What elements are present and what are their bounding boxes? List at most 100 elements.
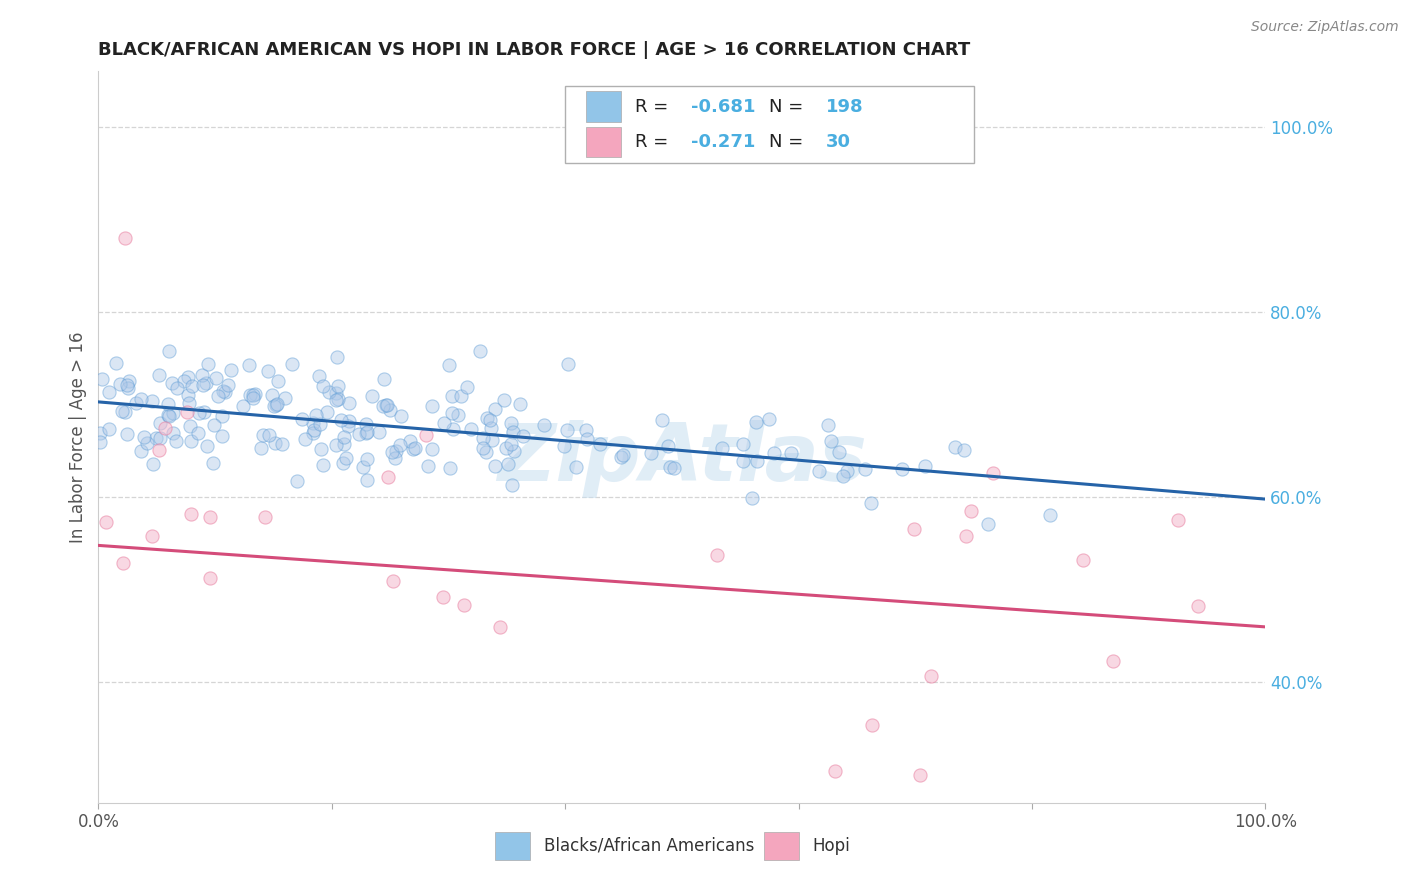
Text: Blacks/African Americans: Blacks/African Americans [544,837,755,855]
Point [779,445,801,459]
Point [263,435,285,450]
Point [290,412,312,426]
Point [1101,653,1123,667]
Point [356,473,378,487]
Point [200,571,222,585]
Point [391,409,413,423]
Point [920,669,942,683]
Point [325,385,347,400]
Point [315,405,337,419]
Point [955,529,977,543]
Point [498,457,520,471]
Point [91,372,114,386]
Point [640,446,662,460]
Point [612,448,634,462]
Point [176,404,198,418]
Point [98,422,121,436]
Point [304,408,326,422]
Point [312,378,335,392]
Point [472,441,495,455]
Point [468,344,491,359]
Point [264,398,287,412]
Point [325,392,347,407]
Point [733,454,755,468]
Point [808,464,831,478]
Point [441,422,464,436]
Point [335,450,357,465]
Point [472,432,495,446]
Point [662,461,685,475]
Point [332,456,354,470]
Point [148,416,170,430]
Point [450,389,472,403]
Point [758,412,780,426]
Point [710,441,733,455]
Point [817,417,839,432]
Point [731,437,754,451]
Text: 30: 30 [825,133,851,151]
Point [373,372,395,386]
Point [118,374,141,388]
Point [302,423,325,437]
Point [156,408,179,422]
Point [453,598,475,612]
Point [187,426,209,441]
Point [432,590,454,604]
Point [384,451,406,466]
Point [1071,553,1094,567]
Text: R =: R = [636,98,675,116]
Point [828,445,851,459]
Point [484,459,506,474]
Point [533,417,555,432]
Text: Source: ZipAtlas.com: Source: ZipAtlas.com [1251,20,1399,34]
Point [488,620,510,634]
Point [495,441,517,455]
Point [202,417,225,432]
Text: N =: N = [769,133,810,151]
Point [219,362,242,376]
Point [501,477,523,491]
Point [191,378,214,392]
Point [141,528,163,542]
Point [447,409,470,423]
Point [610,450,633,465]
Point [114,405,136,419]
Point [238,359,260,373]
Point [301,426,323,441]
Point [420,442,443,456]
Point [398,434,420,449]
Point [149,430,172,444]
Point [981,466,1004,480]
FancyBboxPatch shape [763,832,799,860]
Point [859,495,882,509]
Point [377,470,399,484]
Point [97,384,120,399]
Point [256,363,278,377]
Point [416,458,439,473]
Point [575,423,598,437]
Point [294,432,316,446]
Point [1187,599,1209,613]
Point [501,437,523,451]
Point [89,434,111,449]
Point [280,358,302,372]
Point [588,436,610,450]
Point [89,425,111,440]
Point [741,491,763,505]
Point [195,439,218,453]
Point [111,404,134,418]
Point [658,459,681,474]
Point [135,436,157,450]
Point [484,402,506,417]
Point [263,400,285,414]
Y-axis label: In Labor Force | Age > 16: In Labor Force | Age > 16 [69,331,87,543]
Point [202,456,225,470]
Point [214,384,236,399]
Point [195,376,218,390]
Point [420,399,443,413]
Point [242,392,264,406]
Point [371,399,394,413]
Point [274,391,297,405]
Point [309,417,332,431]
Point [180,508,202,522]
